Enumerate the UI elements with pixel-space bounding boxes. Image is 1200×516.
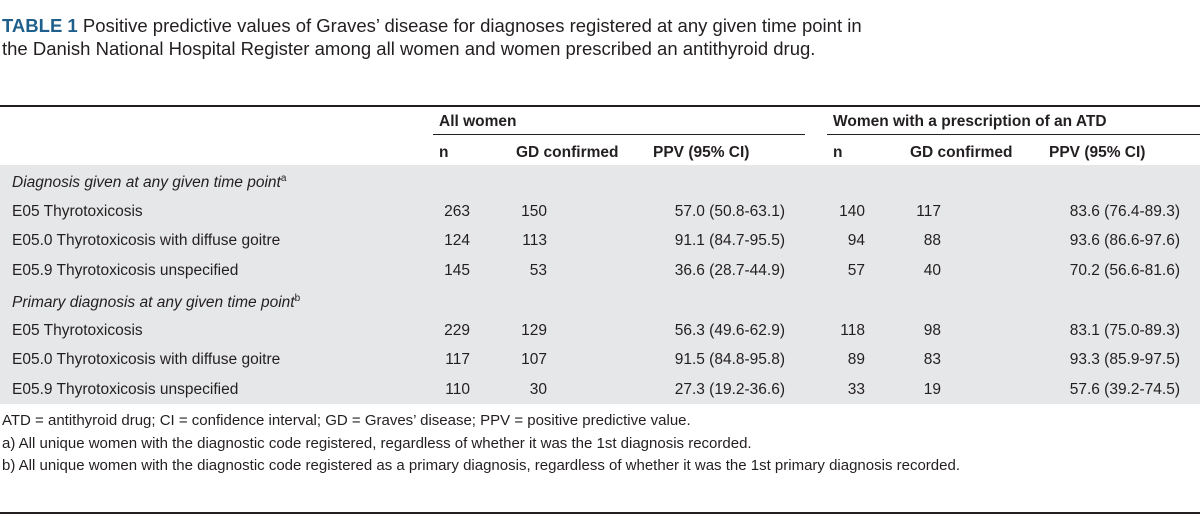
cell-ppv-atd: 93.6 (86.6-97.6) — [1069, 232, 1180, 249]
row-label: E05.9 Thyrotoxicosis unspecified — [12, 381, 239, 398]
cell-n-atd: 94 — [847, 232, 865, 249]
col-header-ppv-all: PPV (95% CI) — [653, 144, 750, 161]
table-row: E05 Thyrotoxicosis 263 150 57.0 (50.8-63… — [0, 197, 1200, 227]
table-caption: TABLE 1 Positive predictive values of Gr… — [2, 14, 862, 60]
section-band-any-diagnosis — [0, 165, 1200, 286]
cell-n-atd: 33 — [847, 381, 865, 398]
cell-ppv-all: 57.0 (50.8-63.1) — [674, 203, 785, 220]
group-header-atd-women: Women with a prescription of an ATD — [833, 113, 1107, 130]
cell-ppv-atd: 83.6 (76.4-89.3) — [1069, 203, 1180, 220]
group-header-all-women: All women — [439, 113, 517, 130]
cell-ppv-all: 91.1 (84.7-95.5) — [674, 232, 785, 249]
group-rule-atd-women — [827, 134, 1200, 135]
section-band-primary-diagnosis — [0, 286, 1200, 404]
cell-gd-atd: 117 — [916, 203, 941, 220]
table-row: E05 Thyrotoxicosis 229 129 56.3 (49.6-62… — [0, 316, 1200, 346]
footnote-b: b) All unique women with the diagnostic … — [2, 457, 960, 474]
footnote-abbreviations: ATD = antithyroid drug; CI = confidence … — [2, 412, 691, 429]
cell-gd-all: 53 — [529, 262, 547, 279]
cell-n-all: 263 — [444, 203, 470, 220]
table-label: TABLE 1 — [2, 15, 78, 36]
cell-gd-atd: 83 — [923, 351, 941, 368]
row-label: E05 Thyrotoxicosis — [12, 203, 143, 220]
row-label: E05.9 Thyrotoxicosis unspecified — [12, 262, 239, 279]
section-title-any-diagnosis: Diagnosis given at any given time pointa — [12, 172, 287, 191]
cell-n-all: 145 — [444, 262, 470, 279]
cell-gd-all: 107 — [521, 351, 547, 368]
col-header-gd-all: GD confirmed — [516, 144, 619, 161]
cell-n-all: 124 — [444, 232, 470, 249]
row-label: E05 Thyrotoxicosis — [12, 322, 143, 339]
table-row: E05.9 Thyrotoxicosis unspecified 145 53 … — [0, 256, 1200, 286]
cell-gd-all: 30 — [529, 381, 547, 398]
cell-n-all: 229 — [444, 322, 470, 339]
col-header-ppv-atd: PPV (95% CI) — [1049, 144, 1146, 161]
cell-ppv-all: 91.5 (84.8-95.8) — [674, 351, 785, 368]
section-title-primary-diagnosis: Primary diagnosis at any given time poin… — [12, 292, 301, 311]
table-bottom-rule — [0, 512, 1200, 514]
cell-ppv-all: 27.3 (19.2-36.6) — [674, 381, 785, 398]
table-footnotes: ATD = antithyroid drug; CI = confidence … — [2, 410, 1002, 478]
col-header-n-all: n — [439, 144, 449, 161]
table-caption-text: Positive predictive values of Graves’ di… — [2, 15, 862, 59]
col-header-gd-atd: GD confirmed — [910, 144, 1013, 161]
cell-gd-all: 150 — [521, 203, 547, 220]
table-top-rule — [0, 105, 1200, 107]
group-rule-all-women — [433, 134, 805, 135]
cell-gd-atd: 19 — [923, 381, 941, 398]
cell-ppv-all: 36.6 (28.7-44.9) — [674, 262, 785, 279]
row-label: E05.0 Thyrotoxicosis with diffuse goitre — [12, 232, 281, 249]
cell-gd-all: 129 — [521, 322, 547, 339]
footnote-a: a) All unique women with the diagnostic … — [2, 434, 752, 452]
col-header-n-atd: n — [833, 144, 843, 161]
table-row: E05.0 Thyrotoxicosis with diffuse goitre… — [0, 345, 1200, 375]
cell-ppv-atd: 70.2 (56.6-81.6) — [1069, 262, 1180, 279]
cell-n-atd: 57 — [847, 262, 865, 279]
cell-n-atd: 140 — [839, 203, 865, 220]
table-row: E05.9 Thyrotoxicosis unspecified 110 30 … — [0, 375, 1200, 405]
cell-n-all: 110 — [445, 381, 470, 398]
cell-gd-all: 113 — [522, 232, 547, 249]
cell-n-atd: 89 — [847, 351, 865, 368]
cell-ppv-atd: 83.1 (75.0-89.3) — [1069, 322, 1180, 339]
cell-gd-atd: 88 — [923, 232, 941, 249]
cell-gd-atd: 98 — [923, 322, 941, 339]
cell-ppv-atd: 93.3 (85.9-97.5) — [1069, 351, 1180, 368]
cell-ppv-all: 56.3 (49.6-62.9) — [674, 322, 785, 339]
cell-n-all: 117 — [445, 351, 470, 368]
cell-ppv-atd: 57.6 (39.2-74.5) — [1069, 381, 1180, 398]
table-row: E05.0 Thyrotoxicosis with diffuse goitre… — [0, 226, 1200, 256]
cell-n-atd: 118 — [840, 322, 865, 339]
cell-gd-atd: 40 — [923, 262, 941, 279]
row-label: E05.0 Thyrotoxicosis with diffuse goitre — [12, 351, 281, 368]
